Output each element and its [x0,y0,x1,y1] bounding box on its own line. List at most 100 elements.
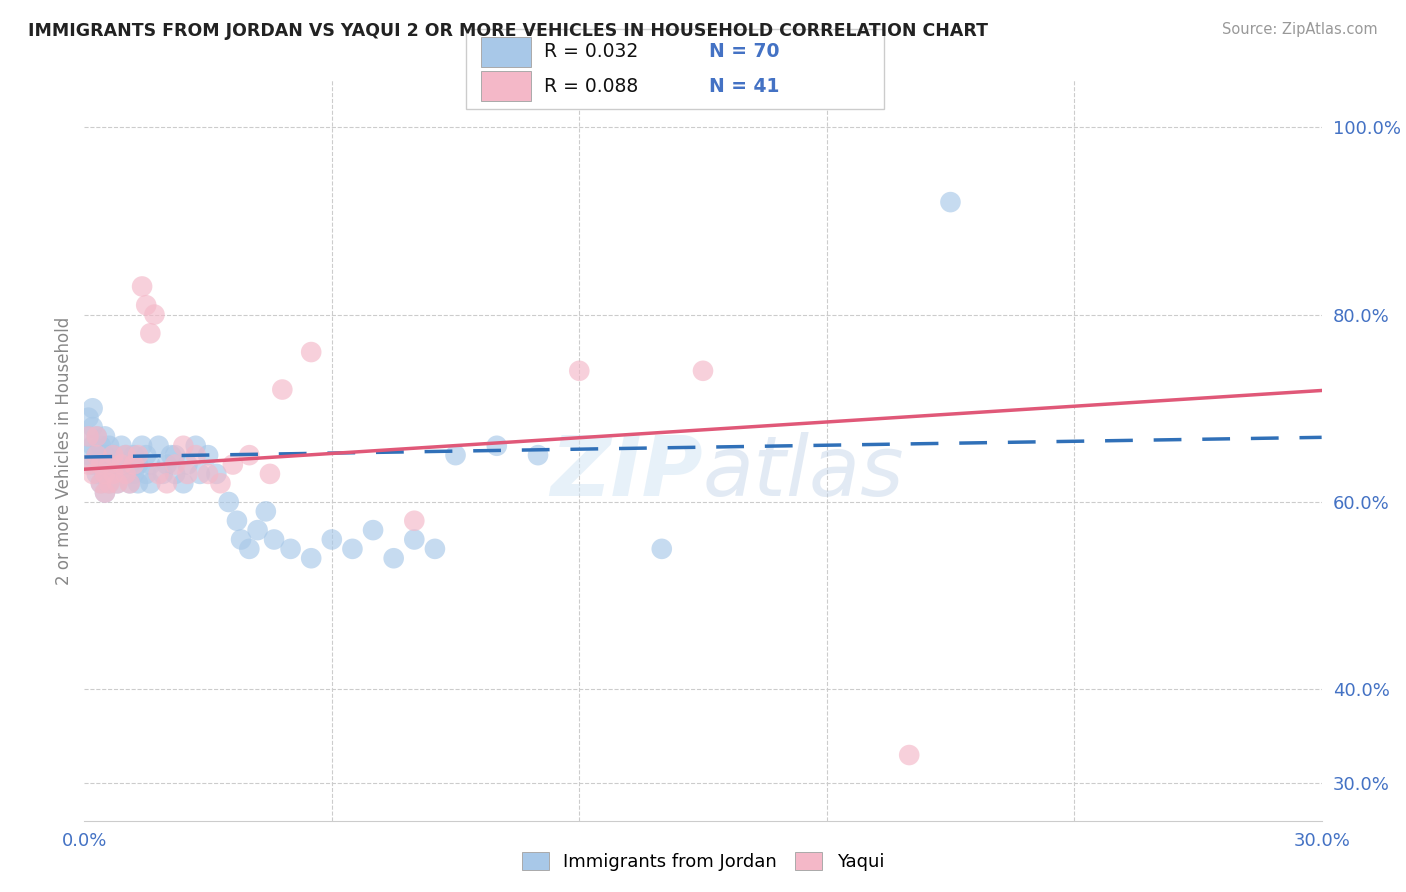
Point [105,458,128,472]
Point [105,476,128,491]
Point [90,476,112,491]
Point [82,401,104,416]
Point [184,439,207,453]
Point [135,467,157,481]
Point [527,448,550,462]
Point [90,458,112,472]
Point [280,541,302,556]
Point [651,541,673,556]
Point [77,429,100,443]
Text: R = 0.088: R = 0.088 [544,77,638,95]
Point [98,458,121,472]
Point [114,467,136,481]
Point [246,523,269,537]
Point [254,504,277,518]
Point [118,458,141,472]
Text: Source: ZipAtlas.com: Source: ZipAtlas.com [1222,22,1378,37]
Point [197,448,219,462]
Point [90,439,112,453]
Point [156,458,179,472]
FancyBboxPatch shape [467,29,884,110]
Point [263,533,285,547]
Point [114,448,136,462]
Point [444,448,467,462]
Text: N = 70: N = 70 [709,42,779,61]
Point [172,476,194,491]
Point [209,476,232,491]
Text: ZIP: ZIP [550,432,703,513]
Point [122,458,145,472]
Point [98,476,121,491]
Point [131,439,153,453]
Point [77,410,100,425]
Point [122,467,145,481]
Legend: Immigrants from Jordan, Yaqui: Immigrants from Jordan, Yaqui [515,845,891,879]
Point [98,458,121,472]
Text: atlas: atlas [703,432,904,513]
Point [165,467,187,481]
Point [82,458,104,472]
Point [103,467,125,481]
Point [127,448,149,462]
Point [82,420,104,434]
Point [176,467,198,481]
Point [131,279,153,293]
Point [127,458,149,472]
Point [184,448,207,462]
Point [114,448,136,462]
Point [148,467,170,481]
Point [94,467,117,481]
Point [94,448,117,462]
Point [103,467,125,481]
Point [86,429,108,443]
Point [98,439,121,453]
Point [82,439,104,453]
Point [259,467,281,481]
Point [98,476,121,491]
Bar [481,37,531,67]
Point [218,495,240,509]
Point [939,195,962,210]
Point [110,439,132,453]
Point [86,467,108,481]
Point [238,541,260,556]
Point [127,476,149,491]
Point [197,467,219,481]
Point [568,364,591,378]
Point [423,541,446,556]
Point [86,448,108,462]
Point [90,458,112,472]
Point [156,476,179,491]
Point [77,458,100,472]
Point [110,458,132,472]
Y-axis label: 2 or more Vehicles in Household: 2 or more Vehicles in Household [55,317,73,584]
Point [94,485,117,500]
Point [94,467,117,481]
Point [139,458,162,472]
Point [118,476,141,491]
Point [103,448,125,462]
Point [105,476,128,491]
Point [77,448,100,462]
Point [135,298,157,312]
Point [342,541,364,556]
Point [165,448,187,462]
Point [222,458,245,472]
Point [103,448,125,462]
Point [299,551,322,566]
Text: R = 0.032: R = 0.032 [544,42,638,61]
Text: N = 41: N = 41 [709,77,779,95]
Point [77,429,100,443]
Point [485,439,508,453]
Bar [481,71,531,101]
Point [152,467,174,481]
Point [692,364,714,378]
Point [172,439,194,453]
Point [94,429,117,443]
Point [86,448,108,462]
Point [114,467,136,481]
Point [382,551,405,566]
Point [118,476,141,491]
Point [226,514,249,528]
Text: IMMIGRANTS FROM JORDAN VS YAQUI 2 OR MORE VEHICLES IN HOUSEHOLD CORRELATION CHAR: IMMIGRANTS FROM JORDAN VS YAQUI 2 OR MOR… [28,22,988,40]
